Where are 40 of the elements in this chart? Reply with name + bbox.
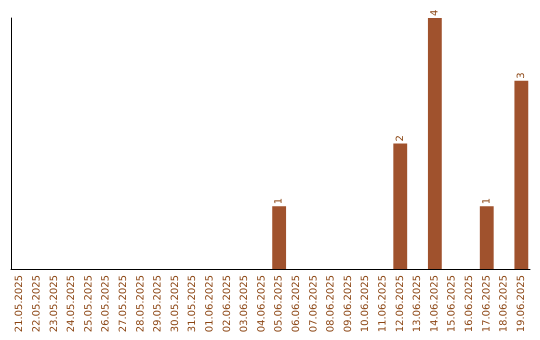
x-tick-label: 29.05.2025 (152, 275, 164, 332)
x-tick-label: 06.06.2025 (290, 275, 302, 332)
x-tick-label: 28.05.2025 (135, 275, 146, 332)
x-tick-label: 25.05.2025 (83, 275, 94, 332)
x-tick-label: 07.06.2025 (308, 275, 320, 332)
x-tick-label: 09.06.2025 (342, 275, 354, 332)
data-label: 1 (274, 198, 285, 204)
data-label: 2 (394, 135, 406, 142)
x-tick-label: 11.06.2025 (377, 275, 388, 332)
x-tick-label: 03.06.2025 (239, 275, 250, 332)
x-tick-label: 08.06.2025 (326, 275, 337, 332)
x-tick-label: 04.06.2025 (256, 275, 268, 332)
x-tick-label: 16.06.2025 (464, 275, 475, 332)
x-tick-label: 22.05.2025 (31, 275, 42, 332)
data-label: 1 (481, 198, 492, 204)
x-tick-label: 19.06.2025 (516, 275, 527, 332)
x-tick-label: 26.05.2025 (100, 275, 112, 332)
x-tick-label: 31.05.2025 (187, 275, 198, 332)
x-tick-label: 30.05.2025 (170, 275, 181, 332)
data-label: 4 (429, 10, 440, 16)
x-tick-label: 02.06.2025 (222, 275, 233, 332)
x-tick-label: 14.06.2025 (429, 275, 440, 332)
x-tick-label: 24.05.2025 (66, 275, 78, 332)
bar (428, 18, 442, 269)
bar (480, 206, 494, 269)
x-tick-label: 12.06.2025 (394, 275, 406, 332)
x-tick-label: 05.06.2025 (274, 275, 285, 332)
bar (393, 144, 408, 269)
x-tick-label: 23.05.2025 (48, 275, 60, 332)
bar (514, 80, 528, 269)
x-tick-label: 15.06.2025 (446, 275, 458, 332)
x-tick-label: 21.05.2025 (14, 275, 26, 332)
x-tick-label: 13.06.2025 (412, 275, 424, 332)
x-tick-label: 17.06.2025 (481, 275, 492, 332)
x-tick-label: 10.06.2025 (360, 275, 372, 332)
x-tick-label: 01.06.2025 (204, 275, 216, 332)
bar (272, 206, 286, 269)
x-tick-label: 18.06.2025 (498, 275, 510, 332)
data-label: 3 (516, 72, 527, 79)
x-tick-label: 27.05.2025 (118, 275, 129, 332)
